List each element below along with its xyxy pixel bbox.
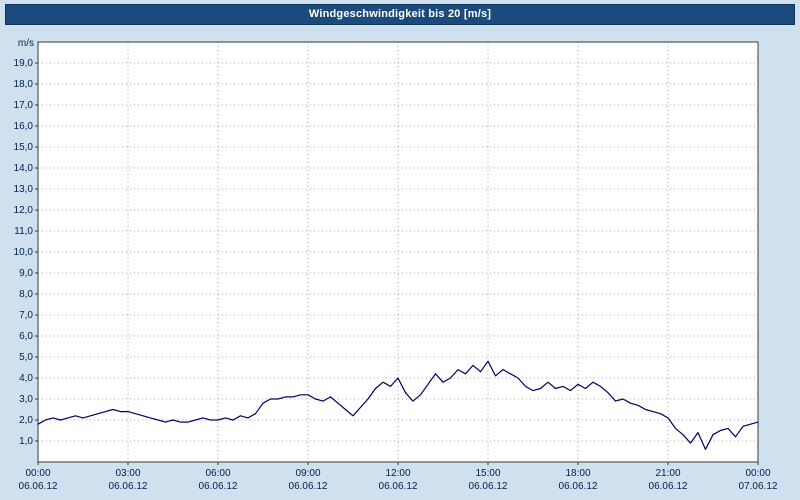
svg-text:09:00: 09:00: [295, 468, 320, 479]
svg-text:03:00: 03:00: [115, 468, 140, 479]
svg-text:10,0: 10,0: [14, 247, 34, 258]
svg-text:15,0: 15,0: [14, 142, 34, 153]
wind-speed-line-chart: m/s 1,0 2,0 3,0 4,0 5,0 6,0 7,0 8,0 9,0 10,0 11,0 12…: [14, 38, 778, 492]
svg-text:1,0: 1,0: [19, 436, 33, 447]
svg-text:16,0: 16,0: [14, 121, 34, 132]
svg-text:5,0: 5,0: [19, 352, 33, 363]
chart-title-bar: Windgeschwindigkeit bis 20 [m/s]: [5, 4, 795, 25]
svg-text:6,0: 6,0: [19, 331, 33, 342]
svg-text:12,0: 12,0: [14, 205, 34, 216]
svg-text:17,0: 17,0: [14, 100, 34, 111]
svg-text:19,0: 19,0: [14, 58, 34, 69]
svg-text:2,0: 2,0: [19, 415, 33, 426]
svg-text:06.06.12: 06.06.12: [649, 481, 688, 492]
svg-text:7,0: 7,0: [19, 310, 33, 321]
svg-text:3,0: 3,0: [19, 394, 33, 405]
svg-text:06.06.12: 06.06.12: [199, 481, 238, 492]
svg-text:06.06.12: 06.06.12: [109, 481, 148, 492]
svg-text:21:00: 21:00: [655, 468, 680, 479]
svg-text:06.06.12: 06.06.12: [289, 481, 328, 492]
svg-text:11,0: 11,0: [14, 226, 33, 237]
svg-text:06.06.12: 06.06.12: [469, 481, 508, 492]
svg-text:07.06.12: 07.06.12: [739, 481, 778, 492]
svg-text:06:00: 06:00: [205, 468, 230, 479]
svg-text:00:00: 00:00: [745, 468, 770, 479]
svg-text:18,0: 18,0: [14, 79, 34, 90]
svg-text:15:00: 15:00: [475, 468, 500, 479]
svg-text:8,0: 8,0: [19, 289, 33, 300]
svg-text:00:00: 00:00: [25, 468, 50, 479]
svg-text:06.06.12: 06.06.12: [19, 481, 58, 492]
svg-text:18:00: 18:00: [565, 468, 590, 479]
svg-text:06.06.12: 06.06.12: [559, 481, 598, 492]
chart-title: Windgeschwindigkeit bis 20 [m/s]: [308, 8, 492, 20]
svg-text:13,0: 13,0: [14, 184, 34, 195]
svg-text:m/s: m/s: [18, 38, 34, 49]
svg-text:4,0: 4,0: [19, 373, 33, 384]
svg-text:12:00: 12:00: [385, 468, 410, 479]
svg-text:14,0: 14,0: [14, 163, 34, 174]
svg-text:06.06.12: 06.06.12: [379, 481, 418, 492]
svg-text:9,0: 9,0: [19, 268, 33, 279]
